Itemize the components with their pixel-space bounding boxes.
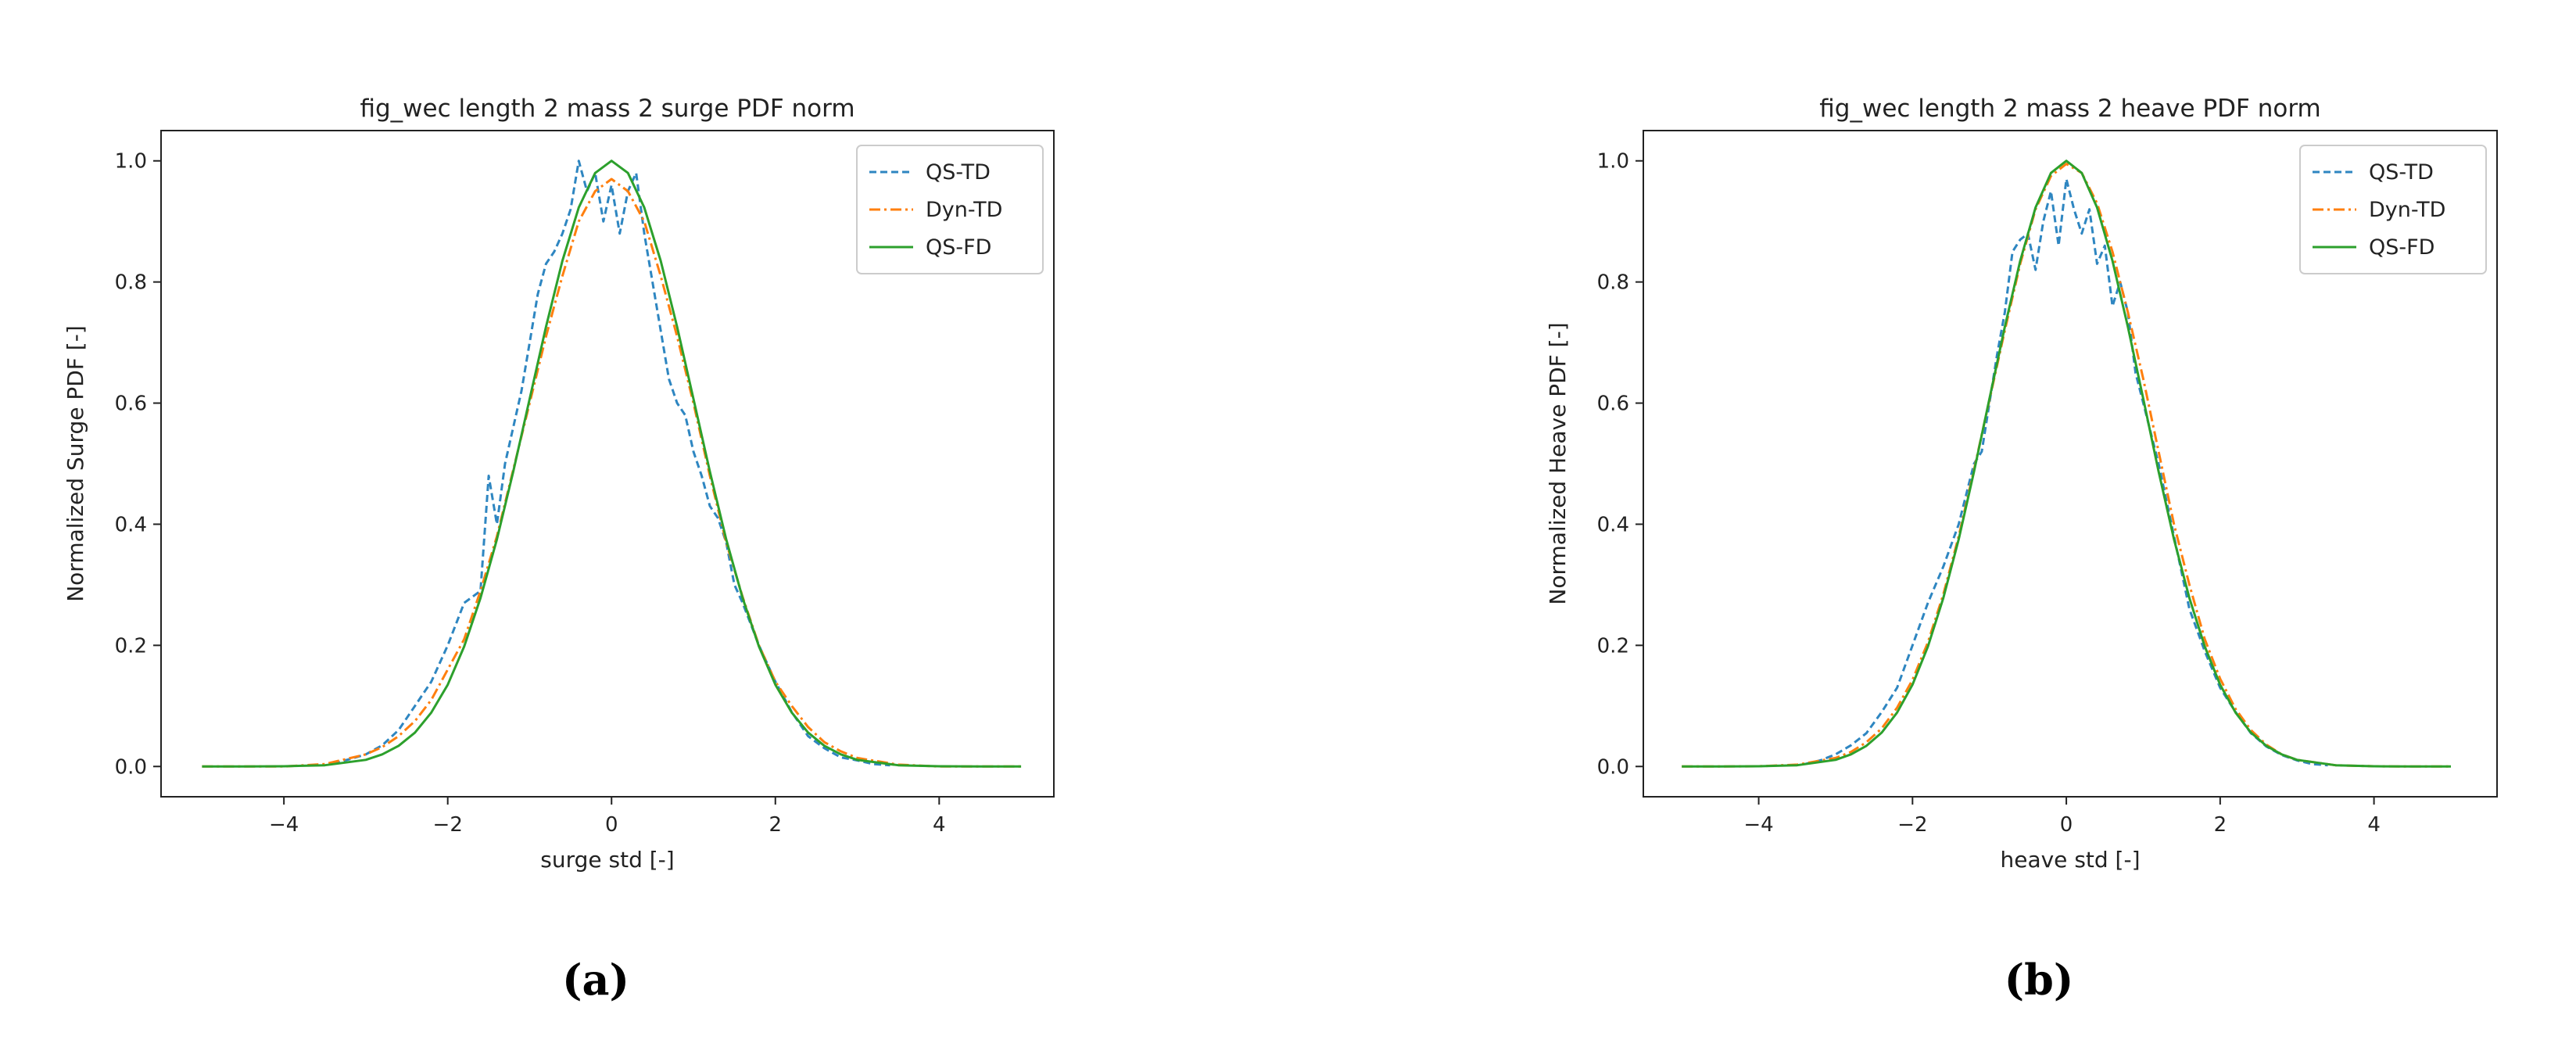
legend-label: QS-FD bbox=[926, 235, 991, 260]
x-axis-label: surge std [-] bbox=[540, 847, 674, 873]
y-axis-label: Normalized Heave PDF [-] bbox=[1545, 322, 1571, 604]
x-tick-label: −4 bbox=[269, 813, 299, 837]
legend-label: Dyn-TD bbox=[2369, 198, 2445, 222]
x-tick-label: −4 bbox=[1743, 813, 1773, 837]
legend-box bbox=[2299, 145, 2487, 274]
legend-label: QS-TD bbox=[926, 160, 991, 185]
y-axis-label: Normalized Surge PDF [-] bbox=[63, 325, 88, 602]
x-tick-label: 2 bbox=[769, 813, 783, 837]
legend-label: QS-TD bbox=[2369, 160, 2434, 185]
y-tick-label: 0.6 bbox=[1597, 393, 1629, 416]
series-line-dyn-td bbox=[1682, 163, 2451, 768]
x-axis-label: heave std [-] bbox=[2000, 847, 2140, 873]
legend: QS-TD Dyn-TD QS-FD bbox=[856, 145, 1044, 274]
y-tick-label: 0.2 bbox=[1597, 634, 1629, 658]
x-tick-label: −2 bbox=[433, 813, 463, 837]
series-line-qs-fd bbox=[202, 160, 1022, 768]
legend: QS-TD Dyn-TD QS-FD bbox=[2299, 145, 2487, 274]
plot-frame bbox=[1643, 130, 2498, 798]
y-tick-label: 1.0 bbox=[115, 150, 147, 174]
legend-label: QS-FD bbox=[2369, 235, 2434, 260]
chart-panel-2: fig_wec length 2 mass 2 heave PDF norm −4… bbox=[1545, 95, 2498, 1005]
panel-caption: (a) bbox=[562, 955, 629, 1005]
legend-label: Dyn-TD bbox=[926, 198, 1002, 222]
y-tick-label: 1.0 bbox=[1597, 150, 1629, 174]
y-tick-label: 0.2 bbox=[115, 634, 147, 658]
x-tick-label: 4 bbox=[2367, 813, 2381, 837]
y-tick-label: 0.0 bbox=[115, 755, 147, 779]
x-tick-label: 4 bbox=[933, 813, 946, 837]
y-tick-label: 0.4 bbox=[1597, 513, 1629, 536]
series-line-qs-td bbox=[332, 160, 890, 767]
legend-box bbox=[856, 145, 1044, 274]
x-tick-label: 0 bbox=[2060, 813, 2073, 837]
series-line-qs-fd bbox=[1682, 160, 2451, 768]
y-tick-label: 0.0 bbox=[1597, 755, 1629, 779]
x-tick-label: −2 bbox=[1897, 813, 1927, 837]
panel-caption: (b) bbox=[2005, 955, 2074, 1005]
series-line-qs-td bbox=[1804, 177, 2328, 767]
y-tick-label: 0.8 bbox=[115, 271, 147, 295]
series-line-dyn-td bbox=[202, 177, 1022, 768]
x-tick-label: 0 bbox=[605, 813, 618, 837]
chart-title: fig_wec length 2 mass 2 heave PDF norm bbox=[1819, 95, 2320, 123]
y-tick-label: 0.8 bbox=[1597, 271, 1629, 295]
x-tick-label: 2 bbox=[2214, 813, 2227, 837]
chart-title: fig_wec length 2 mass 2 surge PDF norm bbox=[360, 95, 854, 123]
y-tick-label: 0.4 bbox=[115, 513, 147, 536]
chart-panel-1: fig_wec length 2 mass 2 surge PDF norm −4… bbox=[63, 95, 1055, 1005]
plot-frame bbox=[160, 130, 1055, 798]
y-tick-label: 0.6 bbox=[115, 393, 147, 416]
